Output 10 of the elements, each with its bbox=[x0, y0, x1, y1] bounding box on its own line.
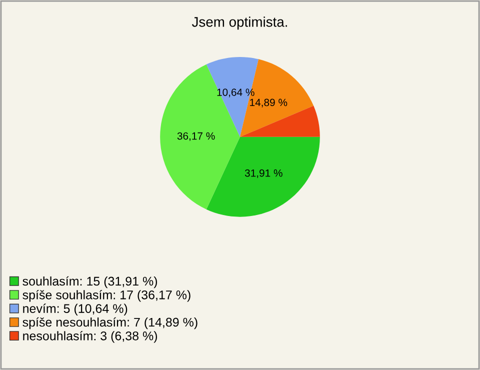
data-label: 36,17 % bbox=[177, 132, 215, 141]
data-label: 31,91 % bbox=[244, 169, 282, 178]
pie-slice bbox=[240, 106, 320, 137]
legend-label: nevím: 5 (10,64 %) bbox=[23, 304, 128, 316]
legend-label: spíše souhlasím: 17 (36,17 %) bbox=[22, 290, 190, 302]
legend-label: nesouhlasím: 3 (6,38 %) bbox=[23, 331, 158, 343]
legend-label: spíše nesouhlasím: 7 (14,89 %) bbox=[22, 317, 198, 330]
data-label: 14,89 % bbox=[250, 98, 288, 108]
chart-title: Jsem optimista. bbox=[192, 16, 287, 30]
legend-label: souhlasím: 15 (31,91 %) bbox=[22, 276, 158, 288]
